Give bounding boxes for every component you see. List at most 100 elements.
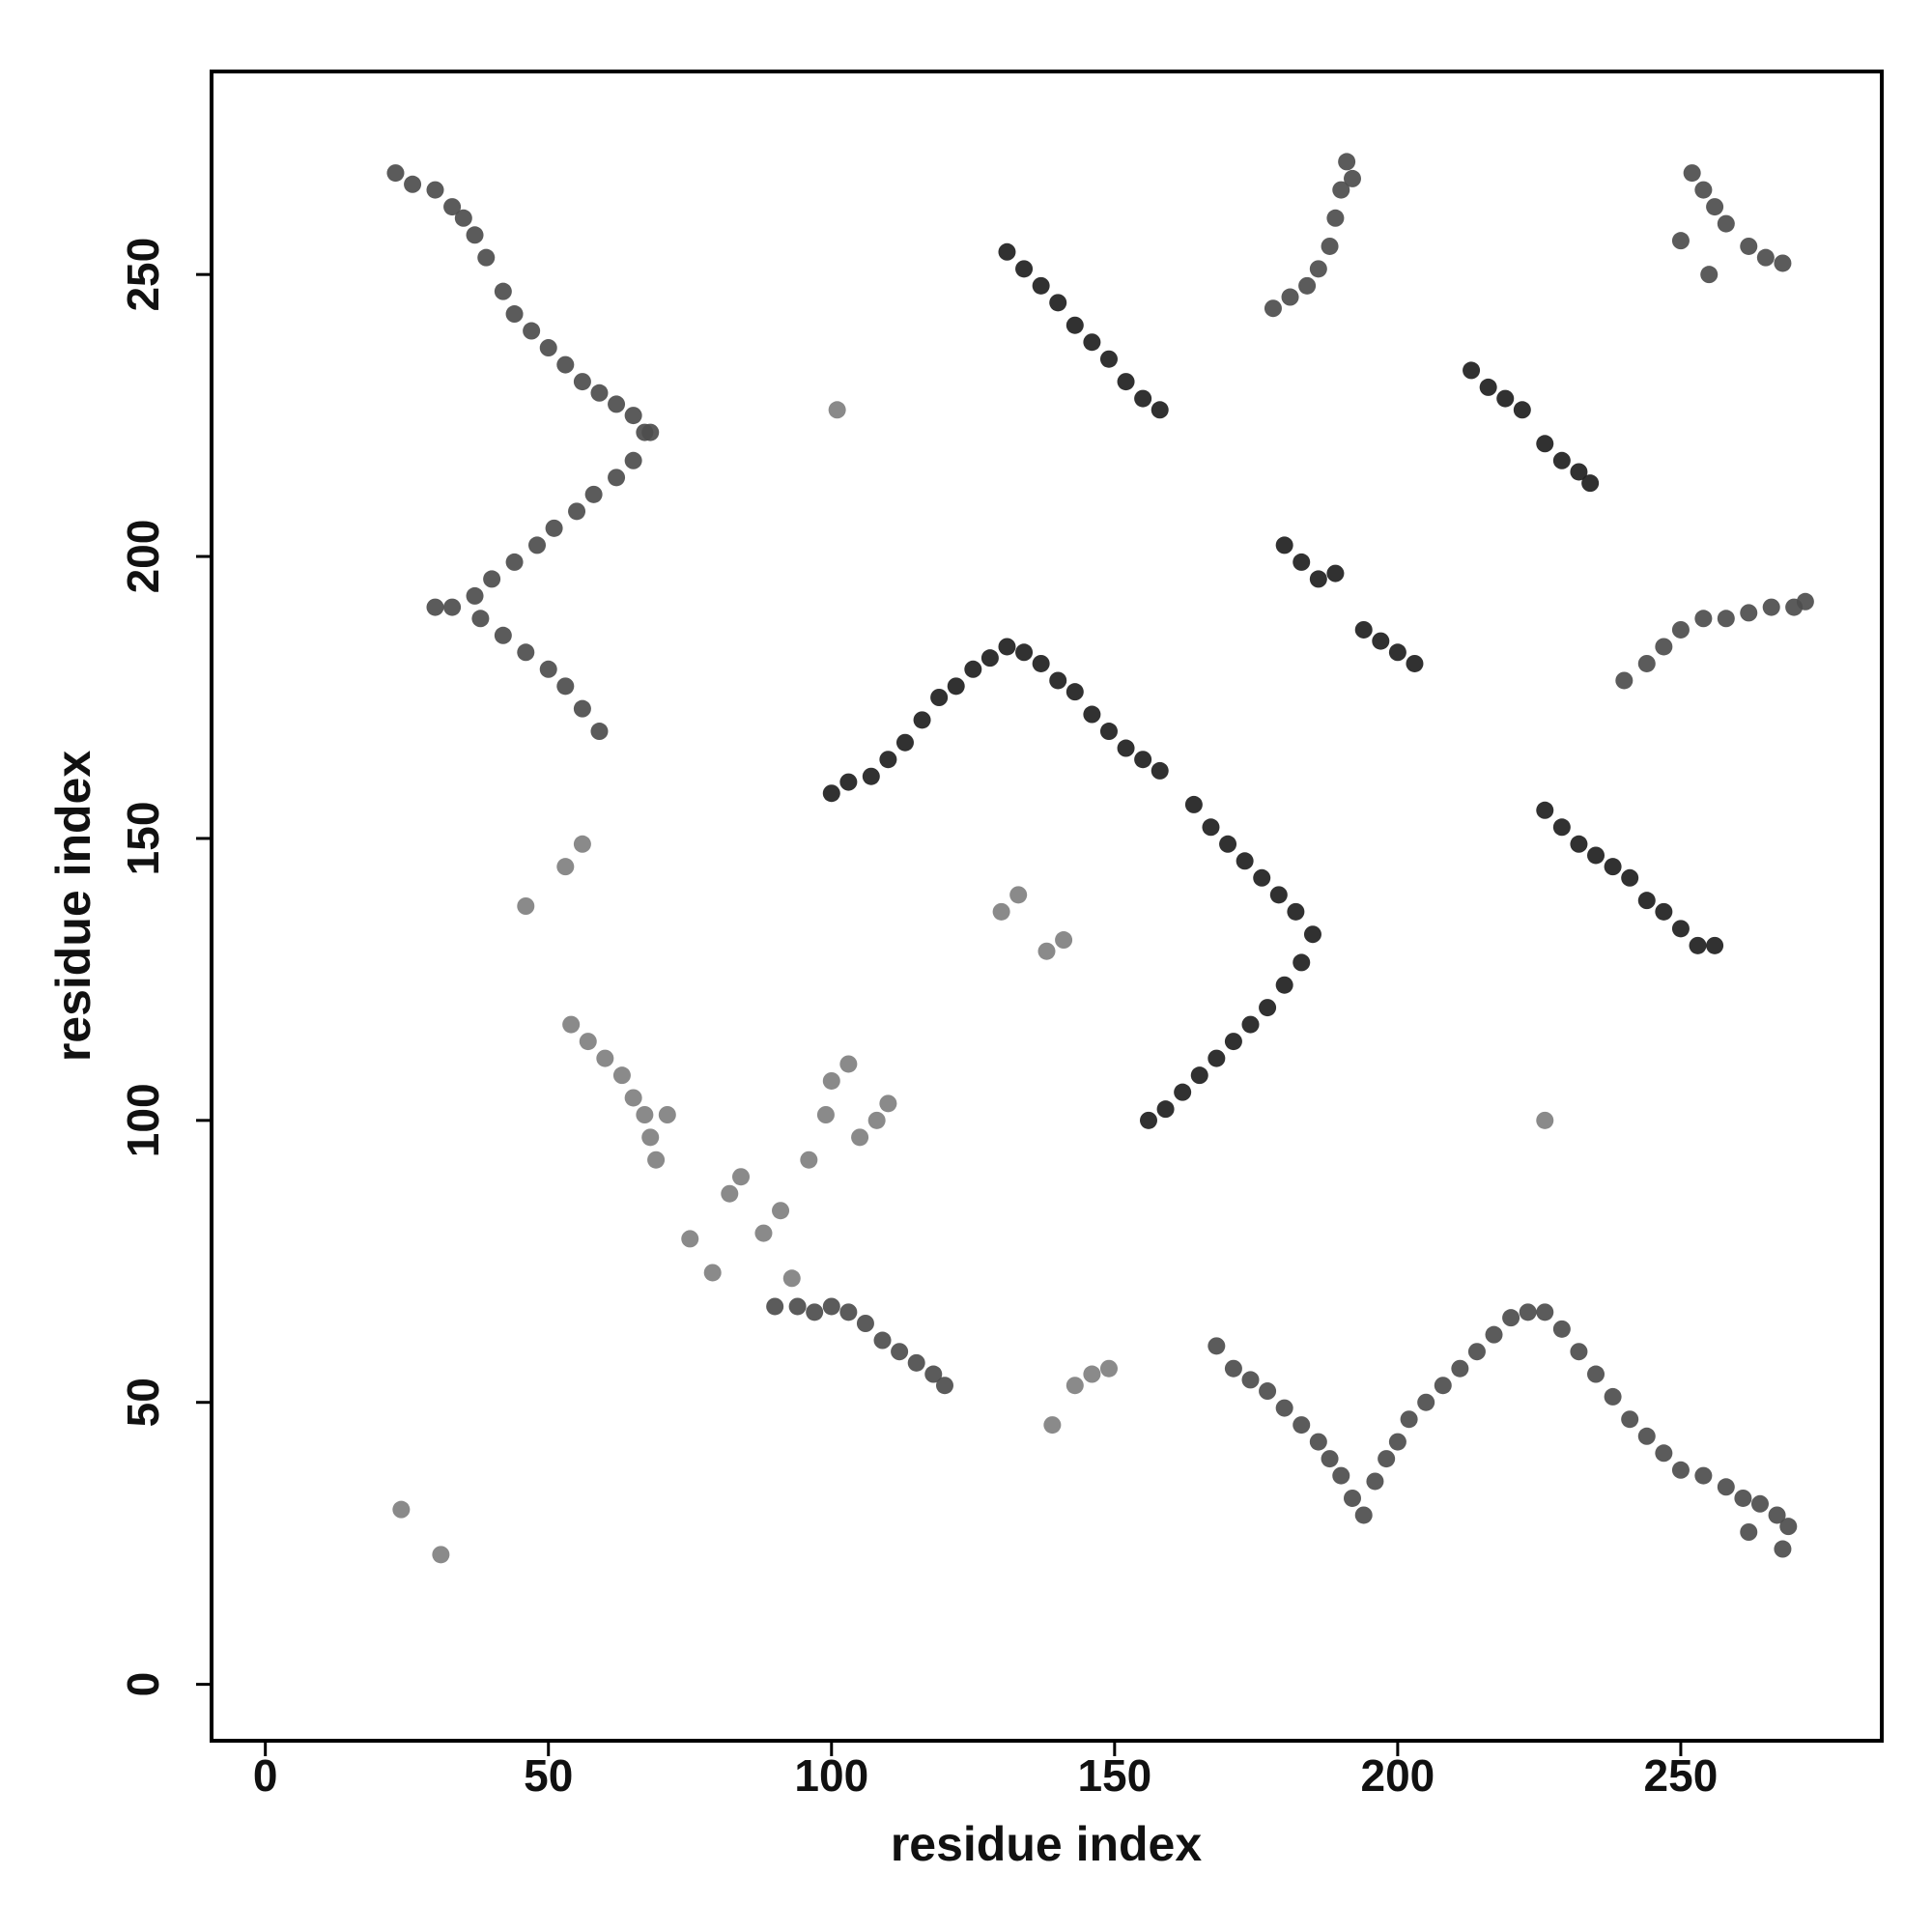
- y-tick-label: 250: [118, 238, 168, 312]
- point: [1570, 463, 1588, 481]
- point: [1049, 294, 1067, 312]
- point: [443, 198, 462, 216]
- y-tick-label: 150: [118, 802, 168, 876]
- point: [517, 643, 535, 662]
- point: [998, 638, 1016, 656]
- point: [1467, 1343, 1486, 1361]
- point: [839, 1303, 858, 1321]
- point: [1485, 1325, 1503, 1344]
- point: [1321, 237, 1339, 255]
- point: [608, 469, 626, 487]
- plot-frame: [210, 70, 1884, 1743]
- point: [477, 248, 496, 267]
- point: [1694, 610, 1713, 628]
- x-tick-label: 100: [794, 1750, 868, 1801]
- point: [573, 699, 591, 718]
- point: [1293, 553, 1311, 571]
- point: [1065, 1377, 1084, 1395]
- point: [1287, 902, 1305, 921]
- x-tick-label: 50: [524, 1750, 573, 1801]
- point: [1774, 1540, 1792, 1558]
- point: [539, 660, 557, 678]
- point: [1536, 1111, 1554, 1129]
- point: [573, 835, 591, 853]
- point: [641, 1128, 660, 1147]
- point: [891, 1343, 909, 1361]
- point: [1208, 1049, 1226, 1067]
- point: [528, 536, 547, 554]
- point: [998, 242, 1016, 261]
- point: [1536, 1303, 1554, 1321]
- y-tick-label: 100: [118, 1083, 168, 1157]
- point: [1343, 1489, 1361, 1507]
- point: [517, 897, 535, 915]
- point: [1552, 818, 1571, 837]
- point: [1241, 1371, 1260, 1389]
- point: [483, 570, 501, 588]
- point: [494, 282, 512, 300]
- point: [1253, 868, 1271, 887]
- point: [1208, 1337, 1226, 1355]
- y-tick-label: 50: [118, 1378, 168, 1427]
- point: [822, 1297, 840, 1316]
- point: [1740, 1523, 1758, 1541]
- point: [556, 355, 575, 374]
- point: [721, 1184, 739, 1203]
- point: [1519, 1303, 1537, 1321]
- point: [822, 784, 840, 803]
- point: [1740, 237, 1758, 255]
- point: [1015, 643, 1034, 662]
- point: [1321, 1450, 1339, 1468]
- point: [1587, 846, 1605, 865]
- point: [624, 451, 642, 469]
- point: [1309, 1433, 1327, 1451]
- point: [494, 626, 512, 644]
- point: [1479, 378, 1497, 396]
- point: [596, 1049, 614, 1067]
- point: [839, 1055, 858, 1073]
- point: [1134, 751, 1152, 769]
- point: [754, 1224, 773, 1242]
- point: [1309, 260, 1327, 278]
- point: [556, 677, 575, 696]
- point: [980, 649, 999, 668]
- point: [505, 305, 524, 324]
- point: [879, 1094, 897, 1113]
- point: [867, 1111, 886, 1129]
- point: [1779, 1518, 1798, 1536]
- x-axis-label: residue index: [891, 1817, 1203, 1871]
- point: [1190, 1066, 1208, 1085]
- point: [1083, 1365, 1101, 1383]
- point: [800, 1151, 818, 1169]
- point: [392, 1500, 411, 1519]
- point: [1332, 181, 1350, 199]
- point: [1083, 705, 1101, 724]
- point: [1706, 936, 1724, 954]
- point: [1202, 818, 1220, 837]
- point: [1683, 164, 1701, 183]
- point: [466, 226, 484, 244]
- point: [851, 1128, 869, 1147]
- point: [545, 519, 563, 537]
- point: [1434, 1377, 1452, 1395]
- point: [1604, 1387, 1622, 1406]
- point: [556, 858, 575, 876]
- point: [636, 1106, 654, 1123]
- point: [1174, 1083, 1192, 1101]
- point: [1717, 214, 1735, 233]
- x-tick-label: 250: [1644, 1750, 1719, 1801]
- point: [1275, 976, 1293, 994]
- point: [1694, 1466, 1713, 1485]
- point: [1043, 1416, 1062, 1435]
- point: [992, 902, 1010, 921]
- point: [913, 711, 931, 729]
- point: [1354, 620, 1373, 639]
- point: [788, 1297, 807, 1316]
- point: [1303, 925, 1321, 944]
- point: [608, 395, 626, 413]
- point: [1463, 361, 1481, 380]
- point: [568, 502, 586, 521]
- y-tick-label: 200: [118, 520, 168, 594]
- point: [624, 407, 642, 425]
- point: [404, 175, 422, 193]
